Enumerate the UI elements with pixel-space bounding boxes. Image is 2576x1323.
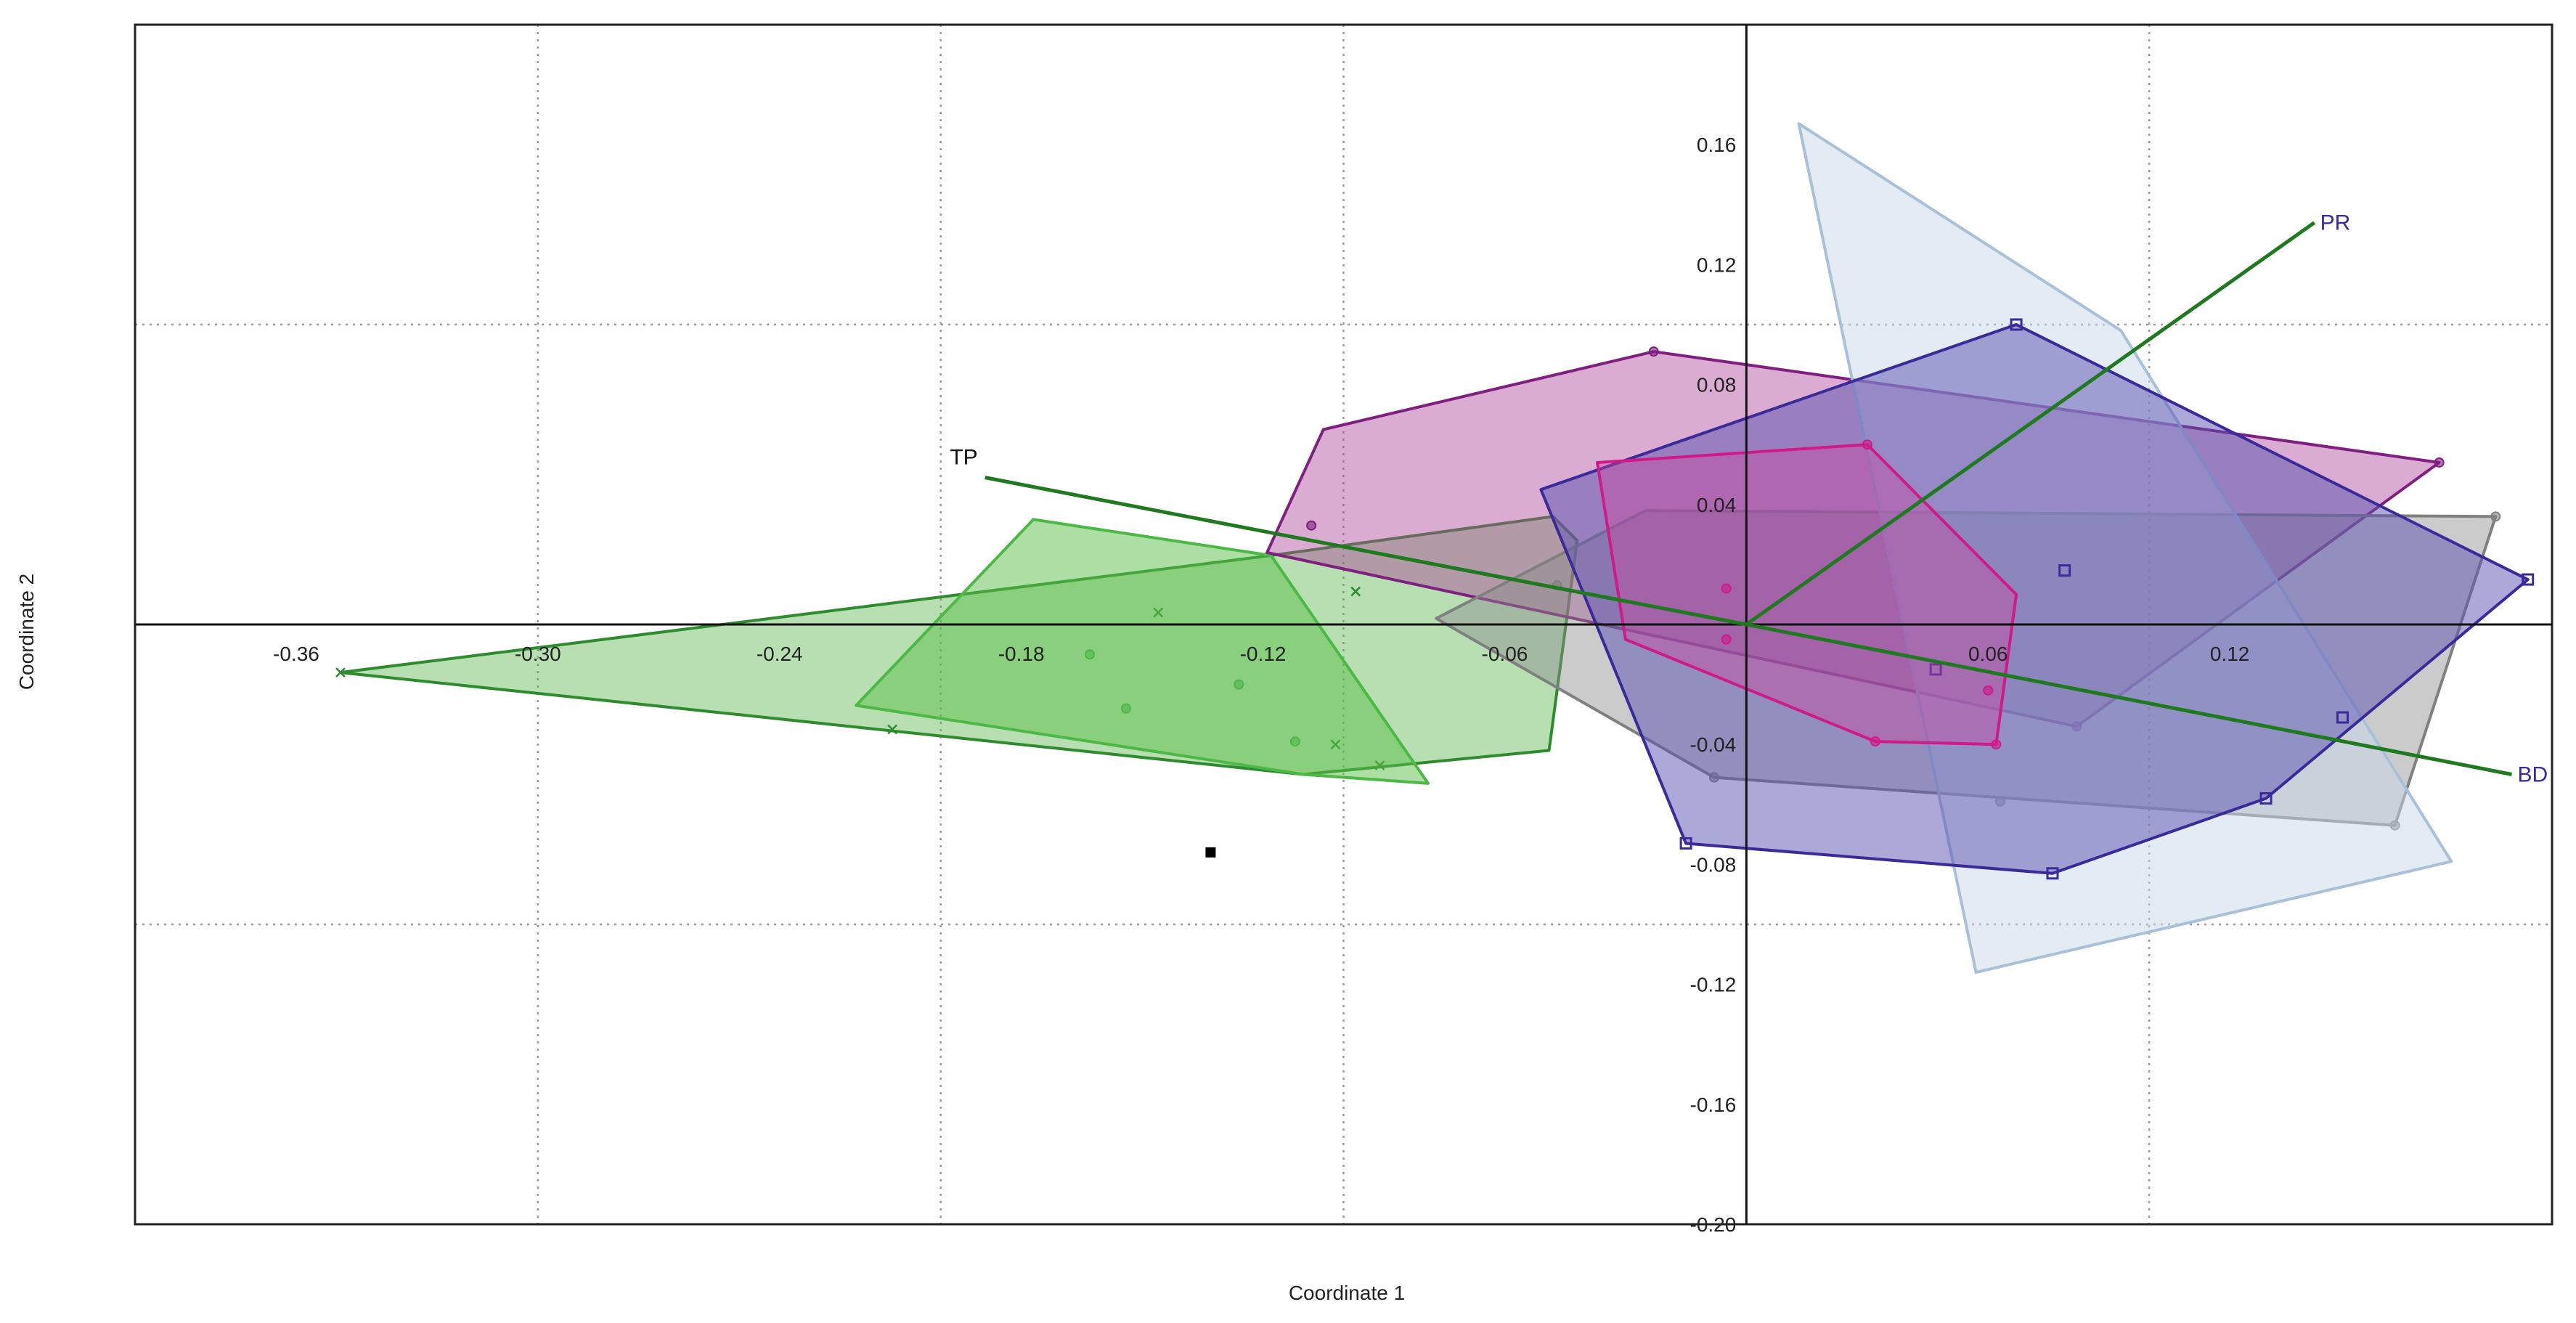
vector-label: BD <box>2518 763 2548 787</box>
y-tick-label: 0.08 <box>1697 374 1737 396</box>
data-point <box>2058 564 2071 577</box>
y-tick-label: -0.20 <box>1690 1213 1737 1236</box>
x-tick-label: -0.30 <box>515 643 561 665</box>
hull-polygon <box>855 518 1430 785</box>
group-hull <box>855 518 1430 785</box>
data-point <box>1350 586 1361 597</box>
vector-line <box>1745 221 2316 627</box>
vector-line <box>1745 622 2512 776</box>
data-point <box>887 724 897 735</box>
y-tick-label: 0.12 <box>1697 253 1737 276</box>
biplot-vector: BD <box>1745 622 2548 787</box>
x-axis-title: Coordinate 1 <box>1289 1282 1405 1304</box>
x-tick-label: -0.24 <box>757 643 803 665</box>
y-tick-label: -0.04 <box>1690 733 1737 756</box>
y-tick-label: -0.12 <box>1690 974 1737 996</box>
y-tick-label: 0.04 <box>1697 494 1737 516</box>
data-point <box>1234 679 1244 690</box>
x-tick-label: -0.18 <box>998 643 1045 665</box>
y-tick-label: -0.16 <box>1690 1094 1737 1116</box>
data-point <box>1289 736 1300 747</box>
data-point <box>1870 736 1880 747</box>
point-mark <box>1350 586 1361 597</box>
data-point <box>1120 703 1131 714</box>
data-point <box>1648 346 1659 357</box>
y-axis-title: Coordinate 2 <box>15 574 38 690</box>
data-point <box>1679 836 1692 850</box>
data-point <box>2259 792 2273 805</box>
biplot-vectors: TP PR BD <box>950 211 2548 787</box>
data-point <box>1306 520 1317 531</box>
data-point <box>2522 573 2535 586</box>
data-point <box>2434 457 2445 468</box>
x-tick-label: -0.12 <box>1240 643 1287 665</box>
tick-labels: -0.36 -0.30 -0.24 -0.18 -0.12 -0.06 0.06 0.12 0.… <box>273 134 2249 1236</box>
biplot-vector: TP <box>950 446 1747 627</box>
extra-point <box>1205 847 1216 858</box>
data-point <box>1721 583 1732 594</box>
biplot-vector: PR <box>1745 211 2351 627</box>
hull-polygon <box>1539 323 2530 875</box>
data-point <box>2010 318 2023 331</box>
vector-label: TP <box>950 446 977 470</box>
group-hulls <box>335 122 2535 974</box>
data-point <box>2490 511 2501 522</box>
x-tick-label: -0.06 <box>1482 643 1528 665</box>
vector-label: PR <box>2320 211 2351 235</box>
vector-line <box>985 476 1747 627</box>
data-point <box>1983 685 1994 696</box>
data-point <box>335 667 346 677</box>
y-tick-label: 0.16 <box>1697 134 1737 156</box>
point-mark <box>335 667 346 677</box>
data-point <box>1721 634 1732 645</box>
data-point <box>2046 867 2059 880</box>
data-point <box>1991 739 2002 750</box>
data-point <box>1862 439 1872 450</box>
data-point <box>1929 663 1942 676</box>
group-hull <box>1596 439 2018 750</box>
x-tick-label: -0.36 <box>273 643 319 665</box>
point-mark <box>887 724 897 735</box>
data-point <box>2336 711 2349 724</box>
group-hull <box>1539 318 2535 880</box>
data-point <box>1084 649 1095 660</box>
x-tick-label: 0.12 <box>2210 643 2250 665</box>
x-tick-label: 0.06 <box>1968 643 2008 665</box>
y-tick-label: -0.08 <box>1690 853 1737 876</box>
